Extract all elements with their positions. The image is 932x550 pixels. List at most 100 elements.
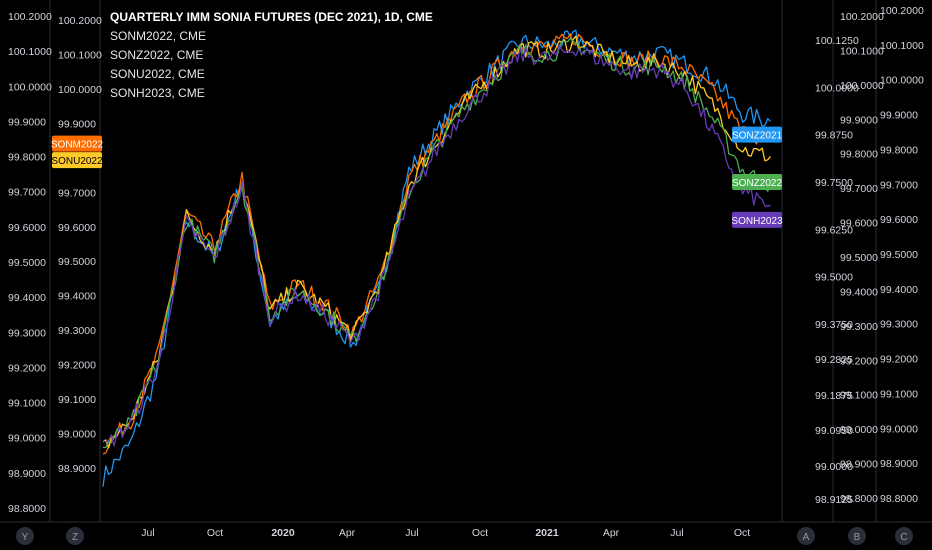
x-tick-label: Jul — [670, 527, 683, 539]
axis-c-tick-label: 99.1000 — [880, 388, 918, 400]
axis-z-tick-label: 99.7000 — [58, 187, 96, 199]
axis-c-tick-label: 100.2000 — [880, 5, 924, 17]
axis-z-tick-label: 99.0000 — [58, 429, 96, 441]
axis-z-tick-label: 99.1000 — [58, 394, 96, 406]
axis-z-tick-label: 100.1000 — [58, 49, 102, 61]
axis-scale-letter: C — [900, 532, 907, 543]
legend-entry-sonm2022: SONM2022, CME — [110, 29, 207, 43]
x-tick-label: Apr — [603, 527, 620, 539]
x-tick-label: Oct — [207, 527, 223, 539]
axis-a-tick-label: 99.0000 — [815, 461, 853, 473]
x-tick-label: Jul — [405, 527, 418, 539]
axis-c-tick-label: 99.6000 — [880, 214, 918, 226]
axis-a-tick-label: 100.1250 — [815, 35, 859, 47]
axis-z-tick-label: 99.9000 — [58, 118, 96, 130]
axis-y-tick-label: 100.1000 — [8, 46, 52, 58]
axis-y-tick-label: 99.2000 — [8, 362, 46, 374]
price-label-text: SONM2022 — [51, 140, 104, 151]
axis-scale-button[interactable] — [895, 527, 913, 545]
axis-b-tick-label: 99.5000 — [840, 252, 878, 264]
price-label-text: SONU2022 — [51, 156, 103, 167]
price-label-text: SONZ2021 — [732, 131, 782, 142]
price-label-sonz2021 — [732, 126, 782, 143]
axis-z-tick-label: 100.0000 — [58, 84, 102, 96]
axis-y-tick-label: 99.4000 — [8, 292, 46, 304]
axis-c-tick-label: 98.9000 — [880, 458, 918, 470]
axis-b-tick-label: 100.0000 — [840, 80, 884, 92]
axis-z-tick-label: 99.5000 — [58, 256, 96, 268]
axis-y-tick-label: 98.8000 — [8, 503, 46, 515]
axis-y-tick-label: 98.9000 — [8, 468, 46, 480]
axis-b-tick-label: 98.9000 — [840, 459, 878, 471]
axis-y-tick-label: 99.1000 — [8, 398, 46, 410]
axis-b-tick-label: 99.0000 — [840, 424, 878, 436]
axis-a-tick-label: 99.2825 — [815, 354, 853, 366]
axis-a-tick-label: 99.3750 — [815, 319, 853, 331]
x-tick-label: 2020 — [271, 527, 295, 539]
axis-scale-letter: Y — [22, 532, 29, 543]
axis-b-tick-label: 99.8000 — [840, 149, 878, 161]
legend-entry-sonh2023: SONH2023, CME — [110, 86, 205, 100]
axis-z-tick-label: 99.6000 — [58, 222, 96, 234]
series-line-sonm2022 — [102, 33, 772, 455]
axis-b-tick-label: 100.2000 — [840, 11, 884, 23]
axis-c-tick-label: 99.3000 — [880, 319, 918, 331]
axis-scale-letter: B — [854, 532, 861, 543]
axis-y-tick-label: 99.0000 — [8, 433, 46, 445]
axis-y-tick-label: 99.5000 — [8, 257, 46, 269]
axis-a-tick-label: 99.1875 — [815, 390, 853, 402]
price-label-sonz2022 — [732, 173, 782, 190]
axis-b-tick-label: 98.8000 — [840, 493, 878, 505]
axis-z-tick-label: 98.9000 — [58, 463, 96, 475]
axis-b-tick-label: 99.4000 — [840, 286, 878, 298]
axis-scale-button[interactable] — [66, 527, 84, 545]
legend-entry-sonz2022: SONZ2022, CME — [110, 48, 204, 62]
price-label-text: SONZ2022 — [732, 178, 782, 189]
price-label-sonm2022 — [52, 135, 102, 152]
axis-c-tick-label: 100.0000 — [880, 75, 924, 87]
axis-c-tick-label: 99.0000 — [880, 423, 918, 435]
price-label-sonu2022 — [52, 152, 102, 169]
axis-a-tick-label: 99.5000 — [815, 272, 853, 284]
axis-c-tick-label: 98.8000 — [880, 493, 918, 505]
axis-y-tick-label: 99.9000 — [8, 116, 46, 128]
axis-c-tick-label: 100.1000 — [880, 40, 924, 52]
axis-scale-button[interactable] — [16, 527, 34, 545]
series-line-sonh2023 — [102, 44, 771, 447]
axis-b-tick-label: 100.1000 — [840, 45, 884, 57]
chart-title: QUARTERLY IMM SONIA FUTURES (DEC 2021), … — [110, 10, 433, 24]
axis-y-tick-label: 100.2000 — [8, 11, 52, 23]
axis-y-tick-label: 99.6000 — [8, 222, 46, 234]
axis-y-tick-label: 99.3000 — [8, 327, 46, 339]
x-tick-label: Oct — [472, 527, 488, 539]
axis-scale-button[interactable] — [848, 527, 866, 545]
axis-a-tick-label: 99.0950 — [815, 425, 853, 437]
axis-a-tick-label: 99.6250 — [815, 224, 853, 236]
x-tick-label: 2021 — [535, 527, 559, 539]
x-tick-label: Oct — [734, 527, 750, 539]
axis-a-tick-label: 98.9125 — [815, 494, 853, 506]
axis-scale-button[interactable] — [797, 527, 815, 545]
axis-c-tick-label: 99.4000 — [880, 284, 918, 296]
axis-a-tick-label: 99.7500 — [815, 177, 853, 189]
axis-y-tick-label: 99.7000 — [8, 187, 46, 199]
axis-b-tick-label: 99.6000 — [840, 218, 878, 230]
price-label-sonh2023 — [732, 211, 782, 228]
axis-b-tick-label: 99.2000 — [840, 355, 878, 367]
axis-c-tick-label: 99.7000 — [880, 179, 918, 191]
axis-z-tick-label: 99.2000 — [58, 360, 96, 372]
x-tick-label: Apr — [339, 527, 356, 539]
axis-b-tick-label: 99.7000 — [840, 183, 878, 195]
axis-a-tick-label: 100.0000 — [815, 82, 859, 94]
axis-y-tick-label: 100.0000 — [8, 81, 52, 93]
x-tick-label: Jul — [141, 527, 154, 539]
axis-b-tick-label: 99.3000 — [840, 321, 878, 333]
price-label-text: SONH2023 — [731, 216, 783, 227]
series-line-sonz2021 — [102, 29, 771, 487]
axis-y-tick-label: 99.8000 — [8, 152, 46, 164]
axis-b-tick-label: 99.9000 — [840, 114, 878, 126]
series-line-sonz2022 — [102, 37, 772, 449]
axis-c-tick-label: 99.5000 — [880, 249, 918, 261]
axis-b-tick-label: 99.1000 — [840, 390, 878, 402]
